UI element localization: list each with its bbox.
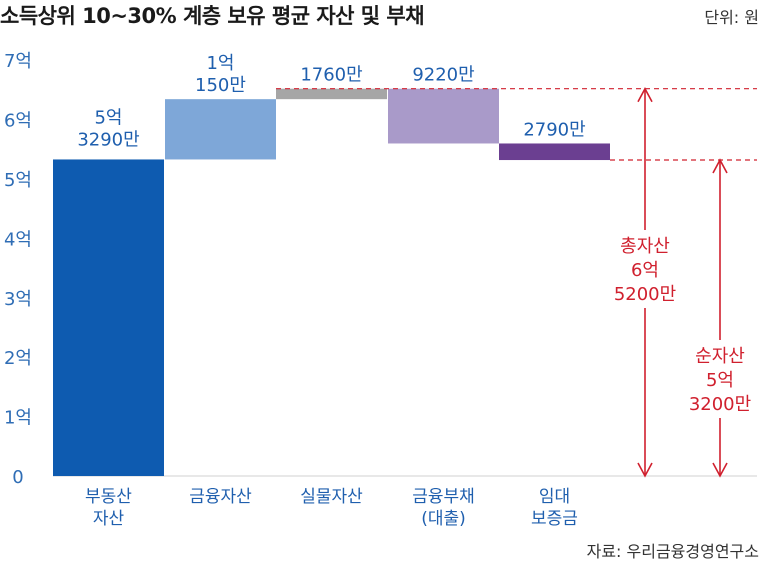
data-label-real-estate: 5억 3290만 <box>77 107 139 150</box>
y-tick-label: 3억 <box>4 289 32 310</box>
bar-deposit <box>499 143 610 161</box>
y-tick-label: 6억 <box>4 111 32 132</box>
y-tick-label: 0 <box>12 467 23 488</box>
y-tick-label: 7억 <box>4 51 32 72</box>
data-label-deposit: 2790만 <box>523 119 585 140</box>
unit-label: 단위: 원 <box>704 8 759 27</box>
x-category-label: 임대 보증금 <box>531 487 578 529</box>
total-assets-arrow-head-top <box>637 87 653 103</box>
net-assets-arrow-head-top <box>712 158 728 174</box>
y-tick-label: 1억 <box>4 408 32 429</box>
x-category-label: 부동산 자산 <box>85 487 132 529</box>
bar-real-estate <box>53 159 164 476</box>
x-category-label: 실물자산 <box>300 487 363 507</box>
data-label-physical-assets: 1760만 <box>300 65 362 86</box>
total-assets-label-bg <box>610 230 680 308</box>
net-assets-label: 순자산 5억 3200만 <box>689 346 751 415</box>
chart-title: 소득상위 10~30% 계층 보유 평균 자산 및 부채 <box>0 4 425 28</box>
bar-financial-debt <box>388 88 499 144</box>
y-tick-label: 2억 <box>4 348 32 369</box>
net-assets-arrow-head-bottom <box>712 462 728 478</box>
total-assets-label: 총자산 6억 5200만 <box>614 236 676 305</box>
y-tick-label: 5억 <box>4 170 32 191</box>
bar-financial-assets <box>165 99 276 160</box>
x-category-label: 금융부채 (대출) <box>412 487 475 529</box>
total-assets-arrow-head-bottom <box>637 462 653 478</box>
bar-physical-assets <box>276 88 387 100</box>
y-tick-label: 4억 <box>4 229 32 250</box>
data-label-financial-assets: 1억 150만 <box>195 53 246 96</box>
source-label: 자료: 우리금융경영연구소 <box>586 542 759 561</box>
data-label-financial-debt: 9220만 <box>412 65 474 86</box>
x-category-label: 금융자산 <box>189 487 252 507</box>
net-assets-label-bg <box>683 340 758 418</box>
